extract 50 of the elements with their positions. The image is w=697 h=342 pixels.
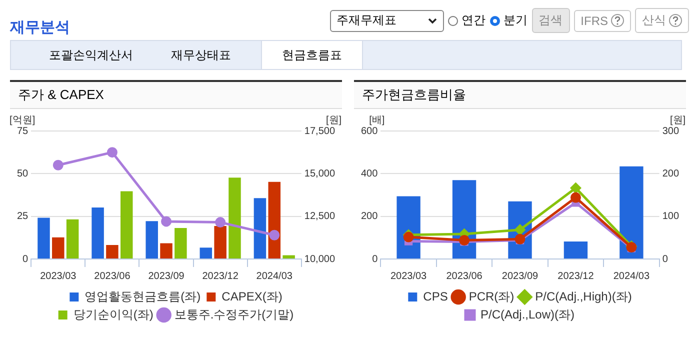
x-tick-label: 2023/12 xyxy=(202,270,239,282)
y-tick-label: 600 xyxy=(360,126,378,137)
y2-tick-label: 100 xyxy=(662,211,680,222)
y-tick-label: 400 xyxy=(360,168,378,180)
text: 현금흐름표 xyxy=(261,41,363,69)
x-tick-label: 2024/03 xyxy=(613,270,650,282)
y-axis-title: [배] xyxy=(369,114,385,126)
y2-tick-label: 15,000 xyxy=(304,168,336,180)
chart-title: 주가 & CAPEX xyxy=(10,82,342,109)
x-tick-label: 2023/03 xyxy=(40,270,77,282)
text: 포괄손익계산서 xyxy=(48,47,134,64)
y-tick-label: 0 xyxy=(372,254,378,265)
y2-axis-title: [원] xyxy=(670,114,686,126)
y-tick-label: 75 xyxy=(17,126,29,137)
text: 검색 xyxy=(532,8,570,33)
legend-label: CAPEX(좌) xyxy=(222,289,282,304)
legend-label: P/C(Adj.,Low)(좌) xyxy=(480,307,575,322)
x-tick-label: 2023/06 xyxy=(94,270,131,282)
y2-axis-title: [원] xyxy=(326,114,342,126)
y2-tick-label: 12,500 xyxy=(304,211,336,222)
text: 재무분석 xyxy=(10,18,70,37)
text: 주재무제표 xyxy=(336,12,397,29)
legend-label: 영업활동현금흐름(좌) xyxy=(84,289,201,304)
y-tick-label: 25 xyxy=(17,211,29,222)
text: IFRS xyxy=(574,10,631,32)
legend-label: 당기순이익(좌) xyxy=(73,307,154,322)
text: 재무상태표 xyxy=(170,47,232,64)
legend-label: PCR(좌) xyxy=(468,289,514,304)
y-tick-label: 200 xyxy=(360,211,378,222)
y-tick-label: 0 xyxy=(22,254,29,265)
x-tick-label: 2024/03 xyxy=(256,270,293,282)
y-axis-title: [억원] xyxy=(10,114,36,126)
legend-label: P/C(Adj.,High)(좌) xyxy=(535,289,632,304)
y2-tick-label: 300 xyxy=(662,126,680,137)
y2-tick-label: 200 xyxy=(662,168,680,180)
y2-tick-label: 17,500 xyxy=(304,126,336,137)
text: 분기 xyxy=(504,12,528,29)
x-tick-label: 2023/12 xyxy=(558,270,594,282)
y2-tick-label: 10,000 xyxy=(304,254,336,265)
y2-tick-label: 0 xyxy=(662,254,668,265)
legend-label: 보통주.수정주가(기말) xyxy=(174,307,294,322)
legend-label: CPS xyxy=(423,289,448,304)
x-tick-label: 2023/09 xyxy=(148,270,185,282)
x-tick-label: 2023/09 xyxy=(502,270,539,282)
text: 산식 xyxy=(635,8,689,33)
chart-title: 주가현금흐름비율 xyxy=(354,82,686,109)
x-tick-label: 2023/06 xyxy=(446,270,483,282)
x-tick-label: 2023/03 xyxy=(390,270,428,282)
text: 연간 xyxy=(462,12,486,29)
y-tick-label: 50 xyxy=(17,168,29,180)
